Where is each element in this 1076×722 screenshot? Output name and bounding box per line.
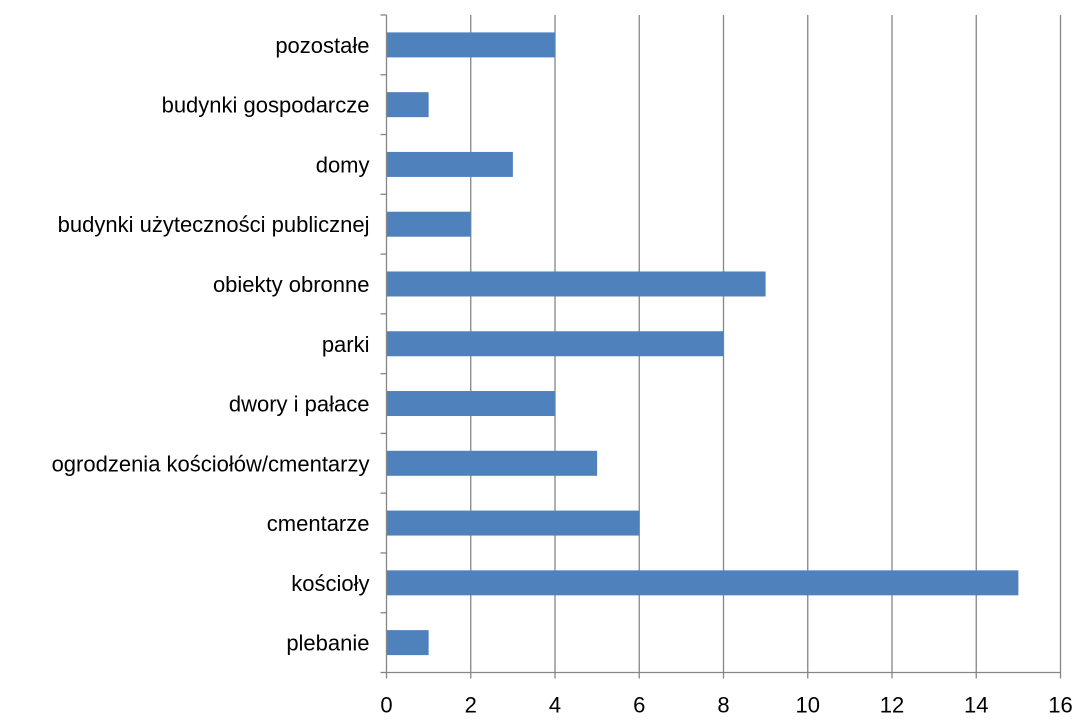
category-label: budynki gospodarcze: [162, 93, 370, 118]
bar-10: [386, 570, 1019, 596]
x-tick-label: 10: [796, 693, 820, 718]
category-label: obiekty obronne: [213, 272, 370, 297]
x-tick-label: 2: [465, 693, 477, 718]
x-tick-label: 0: [380, 693, 392, 718]
bars: [386, 32, 1019, 656]
category-label: dwory i pałace: [229, 392, 370, 417]
x-tick-label: 6: [633, 693, 645, 718]
x-tick-label: 14: [964, 693, 988, 718]
category-label: plebanie: [286, 631, 369, 656]
bar-11: [386, 630, 429, 656]
category-label: pozostałe: [275, 33, 369, 58]
category-labels: pozostałe budynki gospodarcze domy budynki …: [52, 33, 370, 656]
x-tick-label: 16: [1048, 693, 1072, 718]
bar-5: [386, 271, 766, 297]
bar-4: [386, 211, 471, 237]
x-tick-label: 4: [549, 693, 561, 718]
bar-1: [386, 32, 555, 58]
bar-9: [386, 510, 640, 536]
category-label: ogrodzenia kościołów/cmentarzy: [52, 451, 370, 476]
bar-6: [386, 331, 724, 357]
category-label: cmentarze: [267, 511, 370, 536]
category-label: parki: [322, 332, 370, 357]
category-label: domy: [316, 152, 370, 177]
x-tick-label: 8: [717, 693, 729, 718]
x-tick-label: 12: [880, 693, 904, 718]
category-label: kościoły: [291, 571, 369, 596]
x-tick-labels: 0 2 4 6 8 10 12 14 16: [380, 693, 1072, 718]
bar-2: [386, 92, 429, 118]
bar-7: [386, 391, 555, 417]
category-label: budynki użyteczności publicznej: [58, 212, 370, 237]
bar-8: [386, 450, 598, 476]
bar-3: [386, 151, 513, 177]
axes: [380, 14, 1062, 679]
